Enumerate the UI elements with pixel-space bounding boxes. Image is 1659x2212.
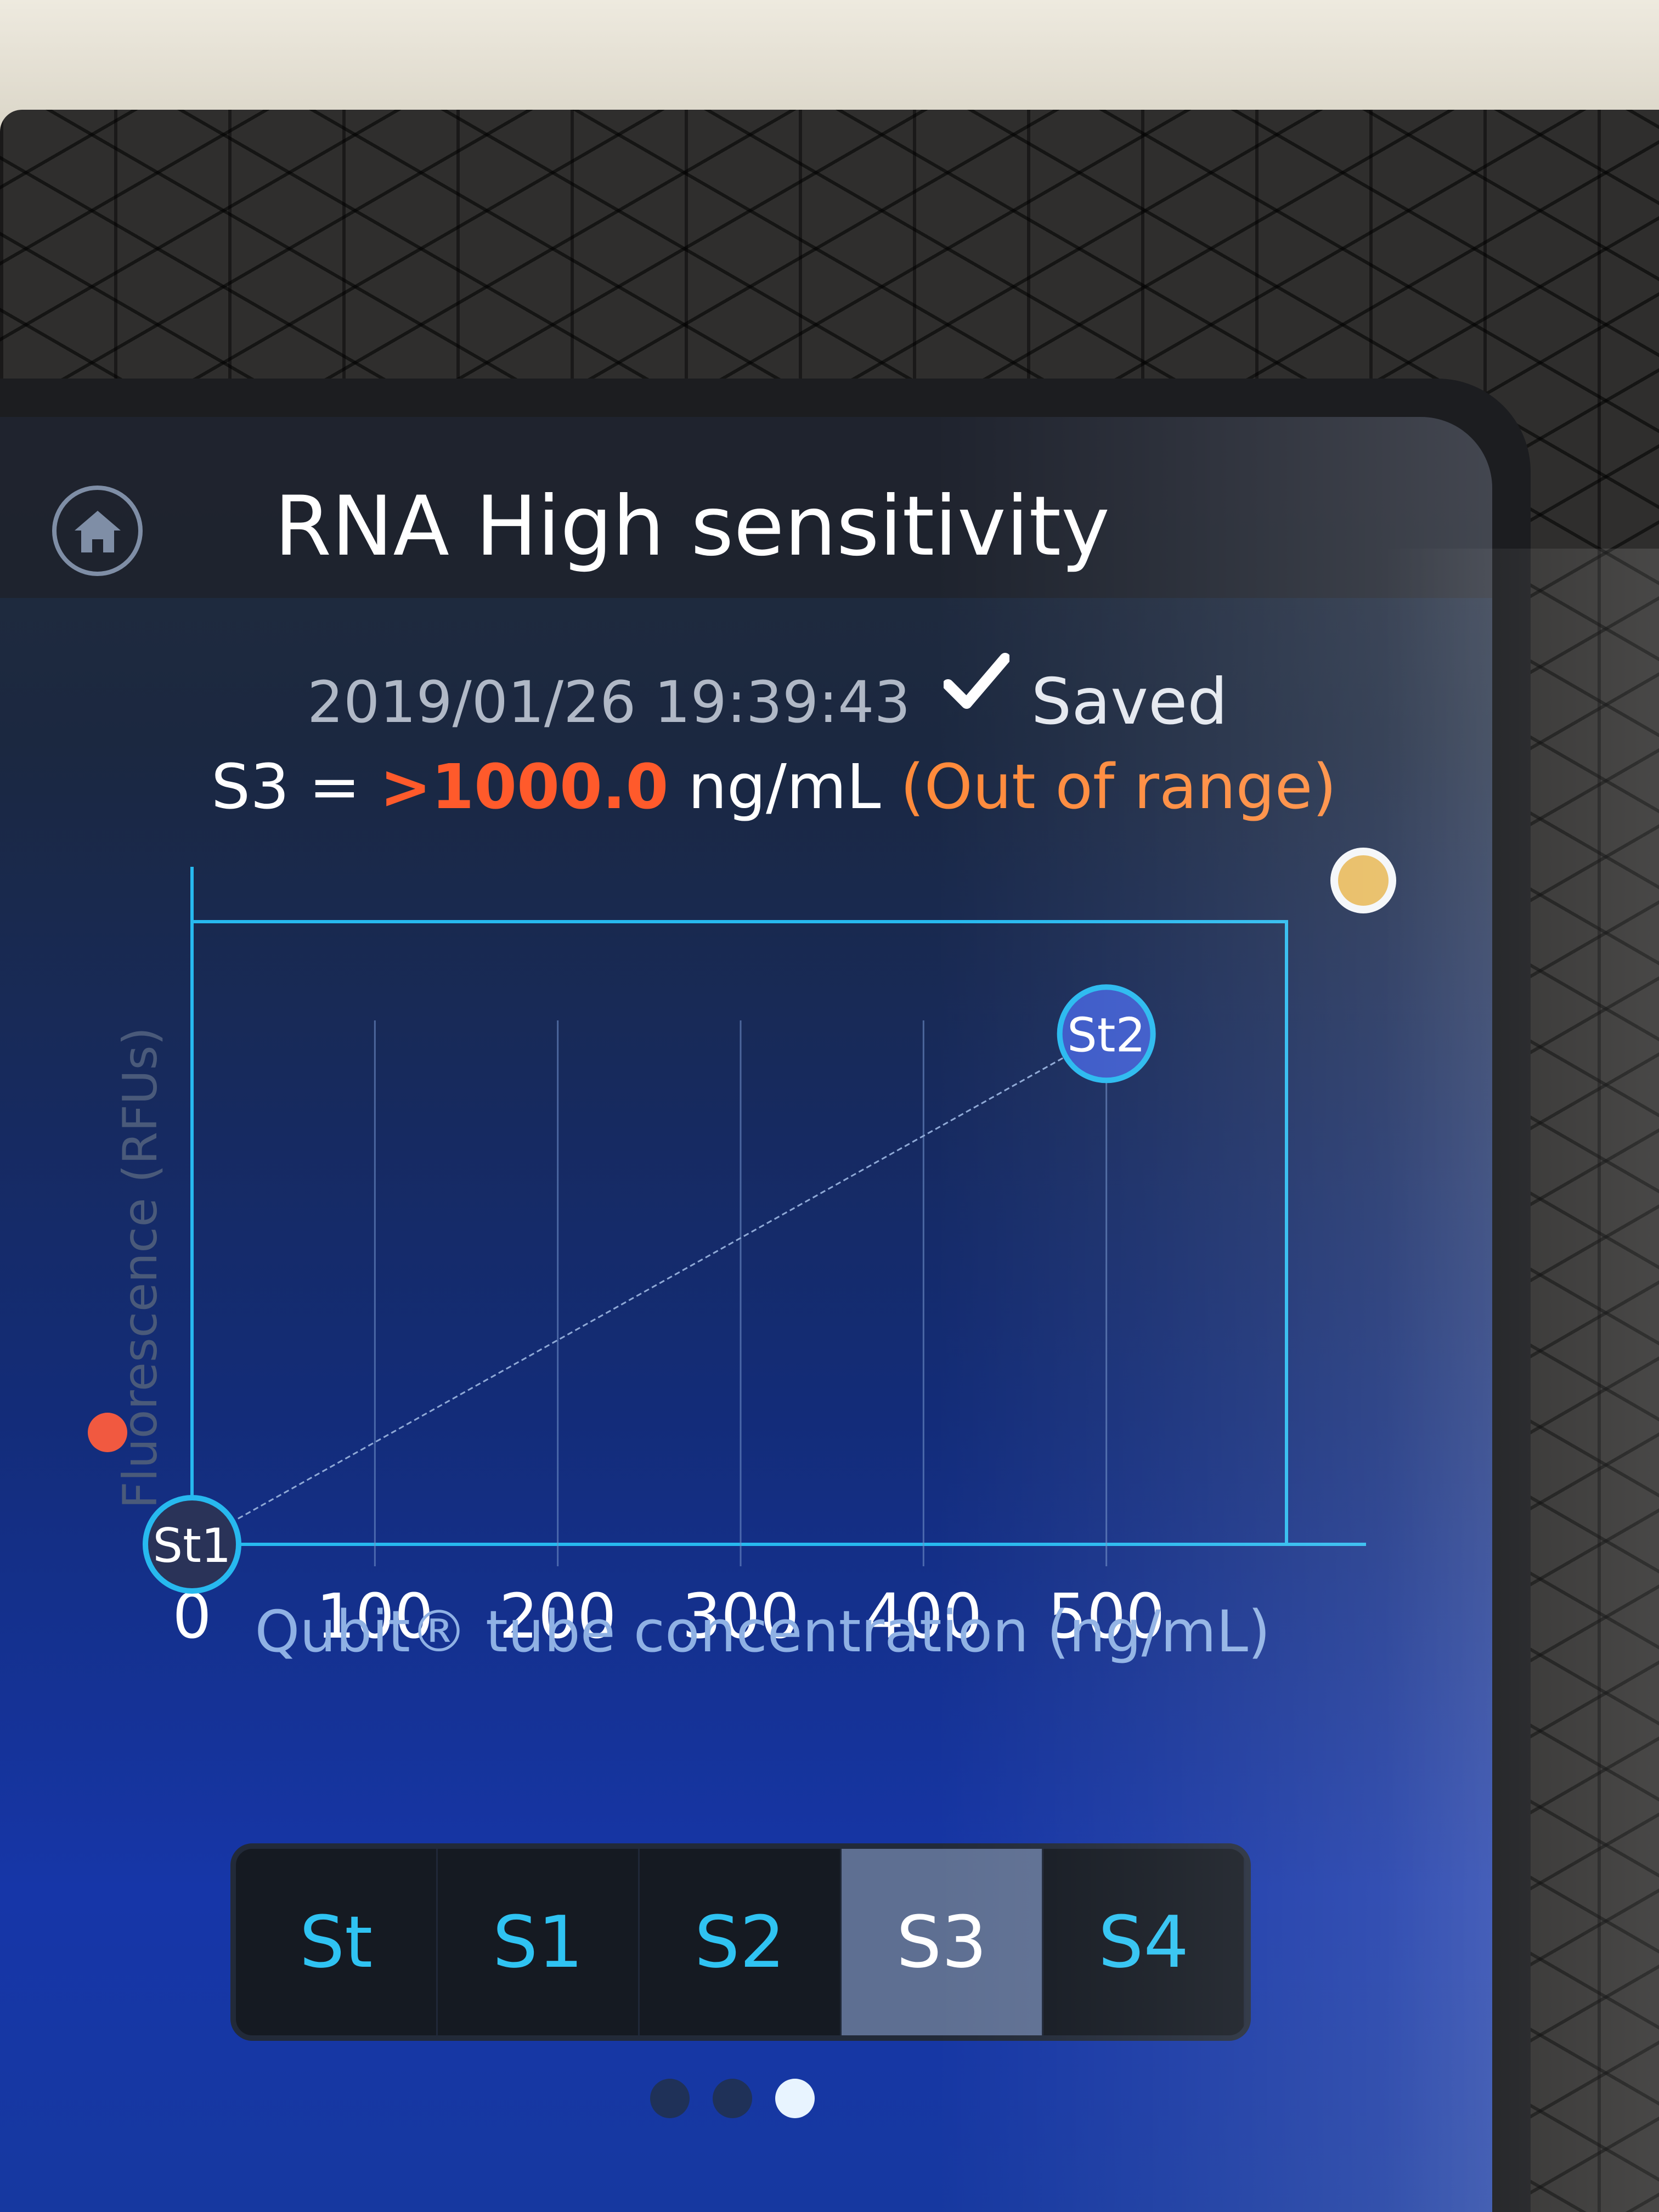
standard-point-st2: St2	[1057, 984, 1156, 1084]
timestamp: 2019/01/26 19:39:43	[307, 669, 911, 736]
tab-s2[interactable]: S2	[640, 1849, 842, 2035]
tab-s1[interactable]: S1	[438, 1849, 640, 2035]
status-indicator-red	[88, 1413, 127, 1452]
result-value: >1000.0	[380, 752, 669, 823]
checkmark-icon	[942, 653, 1011, 752]
tab-s4[interactable]: S4	[1043, 1849, 1245, 2035]
series-layer	[191, 1032, 1107, 1545]
point-marker	[143, 1495, 241, 1594]
x-tick-label: 300	[682, 1581, 799, 1652]
page-dot-3[interactable]	[775, 2079, 815, 2118]
x-tick-label: 100	[316, 1581, 433, 1652]
standard-point-st1: St1	[143, 1495, 241, 1594]
standard-points: St1 St2	[143, 984, 1156, 1594]
point-label: St1	[153, 1519, 231, 1573]
standard-curve-line	[191, 1032, 1107, 1545]
home-icon	[74, 510, 121, 552]
page-dot-1[interactable]	[650, 2079, 690, 2118]
point-label: St2	[1067, 1008, 1146, 1063]
x-tick-label: 200	[499, 1581, 617, 1652]
sample-tabs: St S1 S2 S3 S4	[230, 1843, 1251, 2041]
status-indicator-yellow	[1330, 848, 1396, 913]
saved-label: Saved	[1031, 665, 1228, 739]
device-screen: RNA High sensitivity 2019/01/26 19:39:43…	[0, 417, 1492, 2212]
x-tick-label: 500	[1048, 1581, 1165, 1652]
page-indicator	[650, 2076, 826, 2120]
result-unit: ng/mL	[688, 752, 881, 823]
result-status: (Out of range)	[900, 752, 1337, 823]
x-axis-label: Qubit® tube concentration (ng/mL)	[255, 1598, 1271, 1665]
tab-s3[interactable]: S3	[842, 1849, 1043, 2035]
point-marker	[1057, 984, 1156, 1084]
grid-lines	[374, 1020, 1108, 1566]
result-sample: S3 =	[211, 752, 360, 823]
tab-st[interactable]: St	[236, 1849, 438, 2035]
plot-frame	[190, 920, 1288, 1546]
page-dot-2[interactable]	[713, 2079, 752, 2118]
home-button[interactable]	[52, 486, 143, 576]
